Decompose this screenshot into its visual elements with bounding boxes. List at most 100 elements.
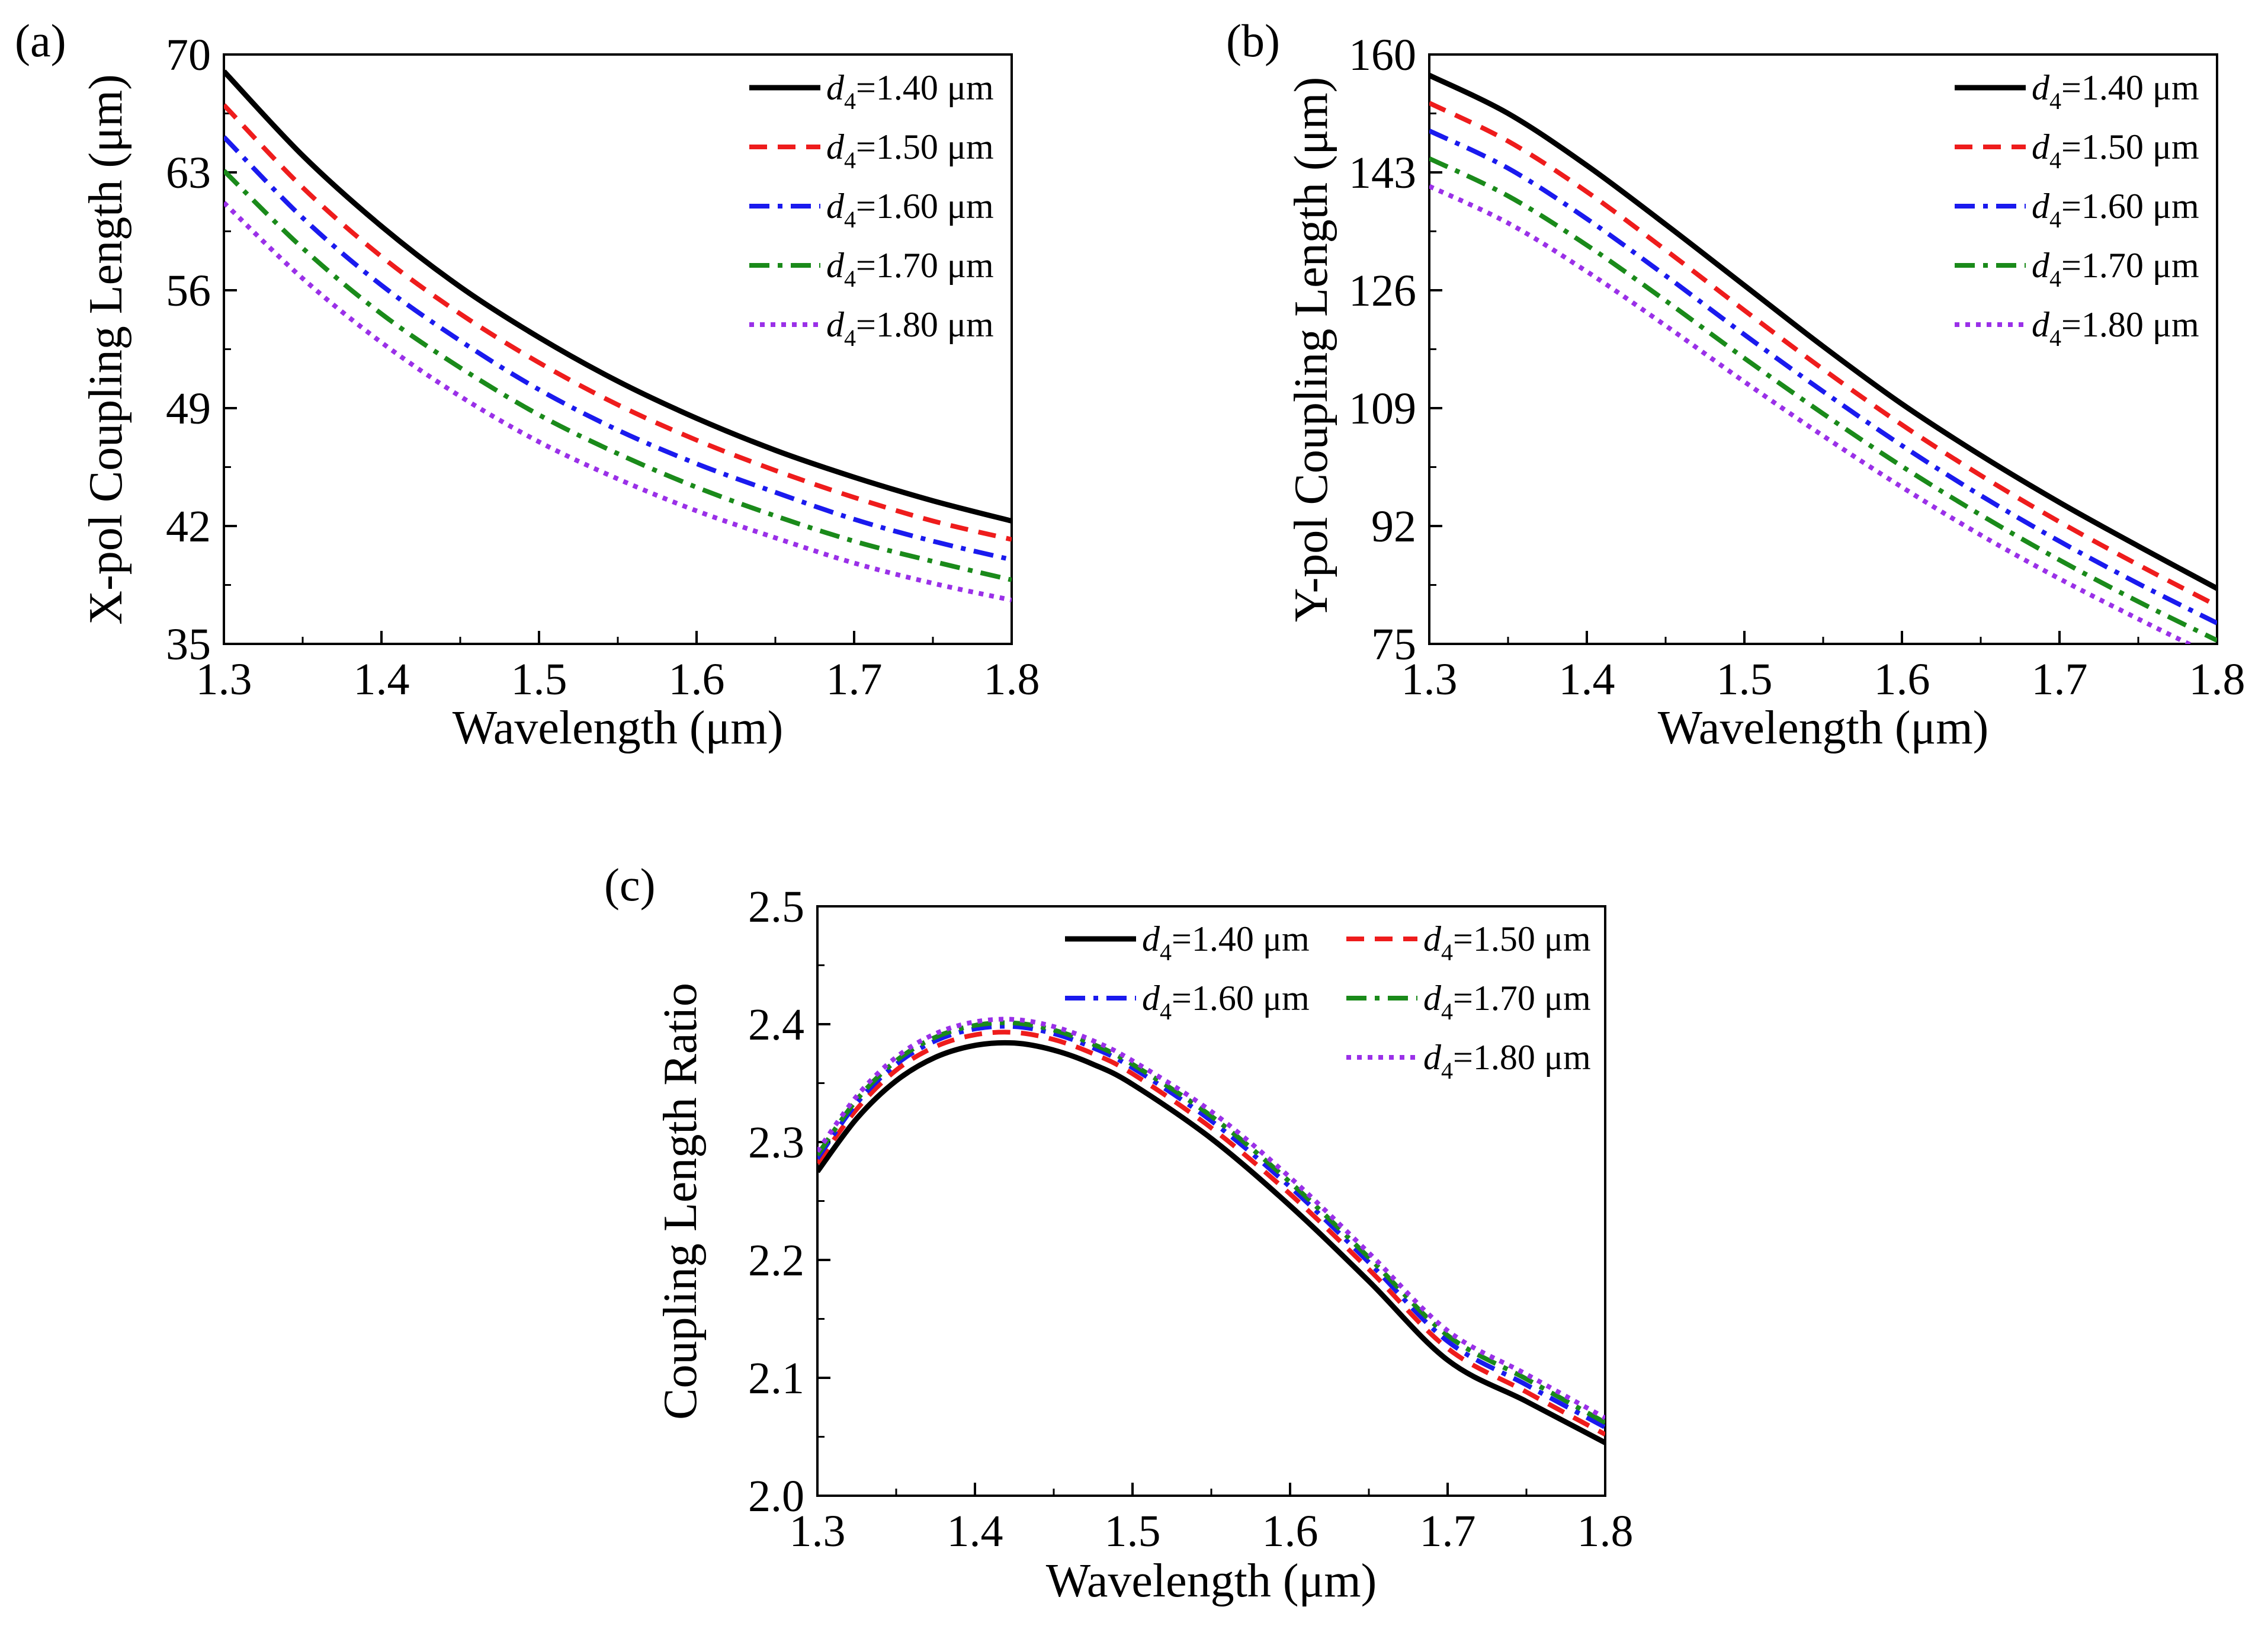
legend-label: d4=1.50 μm [2032, 127, 2199, 174]
y-axis-title-c: Coupling Length Ratio [655, 983, 707, 1420]
legend-label-sub: 4 [1441, 1057, 1453, 1084]
legend-label-var: d [826, 127, 845, 166]
x-tick-label: 1.3 [196, 655, 252, 704]
panel-label-c: (c) [604, 859, 656, 910]
legend-label-rest: =1.80 μm [2061, 305, 2199, 344]
series-line [1429, 129, 2217, 626]
legend-label: d4=1.40 μm [2032, 68, 2199, 114]
legend-label-sub: 4 [1160, 939, 1172, 966]
legend-label-sub: 4 [844, 206, 856, 233]
legend-label-sub: 4 [2049, 147, 2061, 174]
legend-label-var: d [2032, 127, 2050, 166]
y-tick-label: 2.5 [748, 882, 804, 932]
legend-label-rest: =1.40 μm [856, 68, 994, 107]
legend-label-rest: =1.70 μm [2061, 246, 2199, 285]
x-tick-label: 1.8 [2189, 655, 2245, 704]
legend-label-sub: 4 [1160, 998, 1172, 1025]
series-line [1429, 73, 2217, 591]
legend-label-rest: =1.50 μm [2061, 127, 2199, 166]
y-tick-label: 75 [1371, 620, 1416, 669]
x-tick-label: 1.7 [1420, 1506, 1476, 1556]
legend-label-rest: =1.40 μm [2061, 68, 2199, 107]
legend-label: d4=1.80 μm [826, 305, 994, 351]
x-tick-label: 1.5 [1717, 655, 1773, 704]
legend-label-sub: 4 [844, 325, 856, 351]
x-tick-label: 1.5 [511, 655, 567, 704]
series-line [1429, 156, 2217, 643]
x-axis-title-b: Wavelength (μm) [1658, 702, 1988, 754]
x-tick-label: 1.8 [984, 655, 1040, 704]
legend-label-var: d [2032, 305, 2050, 344]
chart-panel-a: (a) 1.3 1.4 1.5 1.6 1.7 1.8 35 42 49 56 63 70 Wavel… [15, 15, 1040, 754]
y-tick-label: 70 [166, 30, 211, 80]
x-tick-label: 1.7 [826, 655, 883, 704]
series-line [224, 135, 1012, 562]
series-line [817, 1030, 1605, 1437]
series-line [817, 1020, 1605, 1425]
y-axis-title-a: X-pol Coupling Length (μm) [80, 74, 132, 624]
legend-label-var: d [2032, 187, 2050, 226]
legend-label: d4=1.60 μm [1142, 979, 1310, 1025]
x-tick-label: 1.6 [1874, 655, 1930, 704]
legend-label: d4=1.40 μm [826, 68, 994, 114]
legend-label: d4=1.60 μm [2032, 187, 2199, 233]
y-tick-label: 35 [166, 620, 211, 669]
y-axis-title-b: Y-pol Coupling Length (μm) [1285, 77, 1337, 623]
legend-label-var: d [826, 305, 845, 344]
legend-label: d4=1.70 μm [1423, 979, 1591, 1025]
tick-labels-a: 1.3 1.4 1.5 1.6 1.7 1.8 35 42 49 56 63 70 [166, 30, 1040, 704]
y-tick-label: 63 [166, 148, 211, 198]
chart-panel-c: (c) 1.3 1.4 1.5 1.6 1.7 1.8 2.0 2.1 2.2 2.3 2.4 2.5… [604, 859, 1634, 1607]
legend-label-sub: 4 [2049, 265, 2061, 292]
series-b [1429, 73, 2217, 644]
legend-label-rest: =1.40 μm [1172, 919, 1310, 958]
series-line [224, 169, 1012, 582]
legend-label-sub: 4 [2049, 325, 2061, 351]
tick-labels-c: 1.3 1.4 1.5 1.6 1.7 1.8 2.0 2.1 2.2 2.3 2.4 2.5 [748, 882, 1634, 1556]
y-tick-label: 2.1 [748, 1354, 804, 1403]
legend-label-sub: 4 [844, 265, 856, 292]
y-tick-label: 143 [1349, 148, 1416, 198]
legend-label: d4=1.50 μm [826, 127, 994, 174]
legend-label-sub: 4 [844, 147, 856, 174]
legend-label-rest: =1.60 μm [1172, 979, 1310, 1018]
legend-label-rest: =1.60 μm [2061, 187, 2199, 226]
legend-label-var: d [1142, 979, 1160, 1018]
series-line [224, 201, 1012, 603]
legend-label-rest: =1.70 μm [1453, 979, 1591, 1018]
legend-label-rest: =1.70 μm [856, 246, 994, 285]
legend-label-sub: 4 [2049, 88, 2061, 114]
chart-panel-b: (b) 1.3 1.4 1.5 1.6 1.7 1.8 75 92 109 126 143 160 W… [1226, 15, 2245, 754]
series-line [817, 1040, 1605, 1445]
legend-label-rest: =1.50 μm [1453, 919, 1591, 958]
x-tick-label: 1.6 [669, 655, 725, 704]
x-tick-label: 1.3 [790, 1506, 846, 1556]
tick-labels-b: 1.3 1.4 1.5 1.6 1.7 1.8 75 92 109 126 143 160 [1349, 30, 2245, 704]
y-tick-label: 2.0 [748, 1471, 804, 1521]
x-axis-title-c: Wavelength (μm) [1046, 1555, 1377, 1607]
y-tick-label: 126 [1349, 266, 1416, 316]
legend-label: d4=1.40 μm [1142, 919, 1310, 966]
legend-label-var: d [1423, 979, 1442, 1018]
x-tick-label: 1.7 [2032, 655, 2088, 704]
x-tick-label: 1.4 [354, 655, 410, 704]
y-tick-label: 42 [166, 502, 211, 551]
legend-label-var: d [1423, 919, 1442, 958]
legend-label: d4=1.60 μm [826, 187, 994, 233]
legend-label: d4=1.70 μm [826, 246, 994, 292]
legend-label: d4=1.80 μm [2032, 305, 2199, 351]
legend-label-rest: =1.60 μm [856, 187, 994, 226]
legend-label: d4=1.50 μm [1423, 919, 1591, 966]
legend-label-var: d [2032, 68, 2050, 107]
x-axis-title-a: Wavelength (μm) [453, 702, 783, 754]
legend-label-rest: =1.80 μm [1453, 1038, 1591, 1077]
legend-label-var: d [826, 68, 845, 107]
legend-label-rest: =1.50 μm [856, 127, 994, 166]
x-tick-label: 1.3 [1401, 655, 1458, 704]
legend-label-var: d [1142, 919, 1160, 958]
legend-label-var: d [2032, 246, 2050, 285]
legend-label: d4=1.70 μm [2032, 246, 2199, 292]
